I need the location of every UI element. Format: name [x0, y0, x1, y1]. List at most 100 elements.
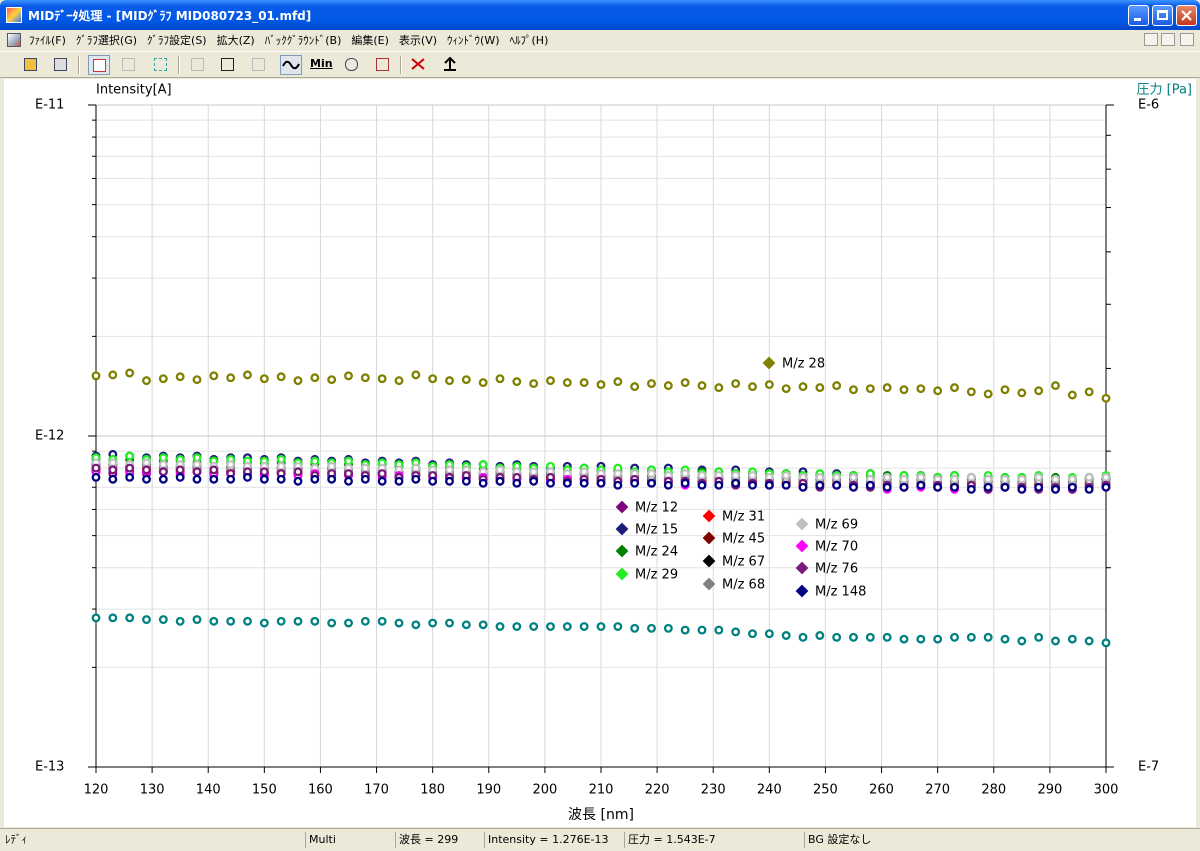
- data-point: [125, 451, 135, 461]
- tool-button[interactable]: [150, 55, 172, 75]
- separator: [178, 56, 180, 74]
- x-tick-label: 210: [589, 783, 614, 798]
- data-point: [445, 376, 454, 386]
- data-point: [125, 463, 135, 473]
- data-point: [781, 480, 791, 490]
- menu-item[interactable]: ｸﾞﾗﾌ選択(G): [75, 34, 138, 47]
- data-point: [815, 383, 825, 393]
- data-point: [916, 634, 926, 644]
- data-point: [865, 480, 875, 490]
- tool-button[interactable]: [217, 55, 239, 75]
- tool-button[interactable]: [341, 55, 363, 75]
- x-tick-label: 120: [84, 783, 109, 798]
- data-point: [125, 368, 135, 378]
- mdi-minimize[interactable]: [1144, 33, 1158, 46]
- data-point: [158, 474, 168, 484]
- graph-button[interactable]: [88, 55, 110, 75]
- menu-item[interactable]: ﾌｧｲﾙ(F): [29, 34, 66, 47]
- tool-button[interactable]: [187, 55, 209, 75]
- data-point: [663, 480, 673, 490]
- data-point: [613, 469, 623, 479]
- data-point: [916, 480, 926, 490]
- data-point: [731, 627, 741, 637]
- wave-glyph: [282, 60, 300, 70]
- data-point: [1017, 636, 1027, 646]
- data-point: [1000, 385, 1010, 395]
- document-icon[interactable]: [7, 33, 21, 47]
- data-point: [142, 474, 151, 484]
- x-tick-label: 230: [701, 783, 726, 798]
- menu-item[interactable]: ｸﾞﾗﾌ設定(S): [147, 34, 207, 47]
- data-point: [983, 632, 993, 642]
- legend-label: M/z 28: [782, 357, 825, 372]
- data-point: [344, 618, 353, 628]
- tool-button[interactable]: [440, 55, 462, 75]
- data-point: [377, 476, 387, 486]
- data-point: [142, 458, 151, 468]
- tool-button[interactable]: [118, 55, 140, 75]
- data-point: [512, 622, 522, 631]
- data-point: [108, 465, 118, 475]
- data-point: [748, 382, 757, 392]
- menu-item[interactable]: ｳｨﾝﾄﾞｳ(W): [447, 34, 500, 47]
- legend-label: M/z 15: [635, 523, 678, 538]
- data-point: [882, 632, 892, 642]
- open-button[interactable]: [20, 55, 42, 75]
- data-point: [899, 385, 909, 395]
- data-point: [394, 376, 404, 386]
- data-point: [91, 463, 101, 473]
- data-point: [1051, 474, 1060, 484]
- legend-label: M/z 31: [722, 510, 765, 525]
- min-button[interactable]: Min: [310, 55, 333, 75]
- wave-button[interactable]: [280, 55, 302, 75]
- x-tick-label: 270: [925, 783, 950, 798]
- tool-button[interactable]: [248, 55, 270, 75]
- data-point: [293, 376, 303, 386]
- data-point: [327, 461, 337, 471]
- data-point: [849, 472, 858, 482]
- toolbar: Min: [0, 51, 1200, 78]
- data-point: [1051, 381, 1060, 391]
- mdi-close[interactable]: [1180, 33, 1194, 46]
- maximize-button[interactable]: [1152, 5, 1173, 26]
- data-point: [983, 474, 993, 484]
- status-field: 波長 = 299: [395, 832, 486, 848]
- menu-item[interactable]: 編集(E): [351, 34, 389, 47]
- x-tick-label: 200: [532, 783, 557, 798]
- data-point: [226, 616, 236, 626]
- close-button[interactable]: [1176, 5, 1197, 26]
- data-point: [1101, 482, 1111, 492]
- data-point: [91, 472, 101, 482]
- menu-item[interactable]: 表示(V): [398, 34, 438, 47]
- data-point: [259, 474, 269, 484]
- tool-button[interactable]: [408, 55, 430, 75]
- print-button[interactable]: [50, 55, 72, 75]
- data-point: [125, 472, 135, 482]
- data-point: [781, 384, 791, 394]
- data-point: [142, 376, 151, 386]
- data-point: [495, 622, 505, 631]
- data-point: [815, 480, 825, 490]
- data-point: [899, 634, 909, 644]
- cross-glyph: [411, 58, 425, 70]
- menu-item[interactable]: ﾊﾞｯｸｸﾞﾗｳﾝﾄﾞ(B): [264, 34, 342, 47]
- menu-item[interactable]: ﾍﾙﾌﾟ(H): [509, 34, 549, 47]
- x-tick-label: 250: [813, 783, 838, 798]
- y-tick-label: E-13: [35, 760, 64, 775]
- x-tick-label: 170: [364, 783, 389, 798]
- legend-label: M/z 12: [635, 501, 678, 516]
- mdi-restore[interactable]: [1161, 33, 1175, 46]
- x-tick-label: 240: [757, 783, 782, 798]
- data-point: [882, 472, 892, 482]
- status-field: 圧力 = 1.543E-7: [624, 832, 806, 848]
- x-tick-label: 260: [869, 783, 894, 798]
- y2-axis-label: 圧力 [Pa]: [1137, 83, 1193, 98]
- tool-button[interactable]: [372, 55, 394, 75]
- data-point: [158, 374, 168, 384]
- minimize-button[interactable]: [1128, 5, 1149, 26]
- data-point: [394, 618, 404, 628]
- data-point: [344, 456, 353, 466]
- menu-item[interactable]: 拡大(Z): [216, 34, 255, 47]
